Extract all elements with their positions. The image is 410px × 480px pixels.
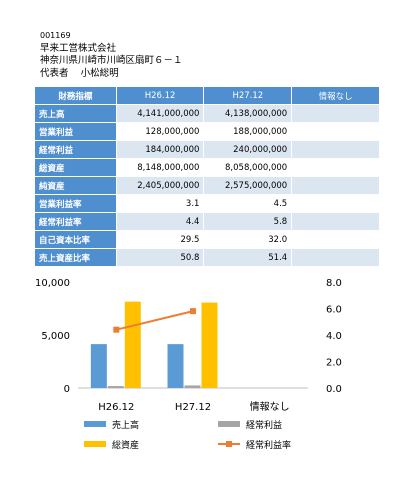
legend-label: 経常利益 xyxy=(246,419,282,431)
table-row: 営業利益 128,000,000 188,000,000 xyxy=(34,122,380,141)
table-column-header: H27.12 xyxy=(203,86,293,105)
table-cell: 8,148,000,000 xyxy=(115,158,205,177)
table-row-label: 営業利益率 xyxy=(34,194,117,213)
x-tick-label: 情報なし xyxy=(250,400,290,413)
bar-総資産 xyxy=(124,301,141,388)
x-tick-label: H27.12 xyxy=(175,402,211,413)
company-representative: 代表者 小松総明 xyxy=(40,68,183,81)
table-row-label: 営業利益 xyxy=(34,122,117,141)
legend-swatch xyxy=(84,421,106,427)
representative-label: 代表者 xyxy=(40,67,69,79)
table-header-row: 財務指標 H26.12 H27.12 情報なし xyxy=(34,86,380,105)
table-row-label: 自己資本比率 xyxy=(34,230,117,249)
table-row-label: 売上資産比率 xyxy=(34,248,117,267)
table-cell: 128,000,000 xyxy=(115,122,205,141)
bar-経常利益 xyxy=(184,385,201,388)
table-row: 自己資本比率 29.5 32.0 xyxy=(34,230,380,249)
y2-tick-label: 4.0 xyxy=(326,331,342,342)
table-row-label: 売上高 xyxy=(34,104,117,123)
table-cell xyxy=(291,248,380,267)
line-経常利益率 xyxy=(116,310,194,331)
table-cell xyxy=(291,230,380,249)
point-経常利益率 xyxy=(113,326,120,333)
company-info: 001169 早来工営株式会社 神奈川県川崎市川崎区扇町６－１ 代表者 小松総明 xyxy=(40,30,183,80)
table-cell xyxy=(291,176,380,195)
table-cell: 184,000,000 xyxy=(115,140,205,159)
table-cell: 32.0 xyxy=(203,230,293,249)
y-tick-label: 0 xyxy=(64,384,70,395)
company-name: 早来工営株式会社 xyxy=(40,42,117,54)
table-row: 売上資産比率 50.8 51.4 xyxy=(34,248,380,267)
table-cell xyxy=(291,158,380,177)
table-row: 営業利益率 3.1 4.5 xyxy=(34,194,380,213)
y2-tick-label: 6.0 xyxy=(326,305,342,316)
x-tick-label: H26.12 xyxy=(98,402,134,413)
y2-tick-label: 0.0 xyxy=(326,384,342,395)
table-cell: 2,575,000,000 xyxy=(203,176,293,195)
table-row: 総資産 8,148,000,000 8,058,000,000 xyxy=(34,158,380,177)
bar-総資産 xyxy=(201,302,218,388)
company-address: 神奈川県川崎市川崎区扇町６－１ xyxy=(40,55,183,66)
table-cell xyxy=(291,212,380,231)
table-header-label: 財務指標 xyxy=(34,86,117,105)
table-cell: 2,405,000,000 xyxy=(115,176,205,195)
legend-swatch xyxy=(218,421,240,427)
table-row: 純資産 2,405,000,000 2,575,000,000 xyxy=(34,176,380,195)
table-row: 経常利益率 4.4 5.8 xyxy=(34,212,380,231)
legend-label: 経常利益率 xyxy=(246,439,291,451)
financial-chart: 0 5,000 10,000 0.0 2.0 4.0 6.0 8.0 H26.12 H27.12 情… xyxy=(35,278,342,451)
table-cell: 4.5 xyxy=(203,194,293,213)
table-row-label: 純資産 xyxy=(34,176,117,195)
table-column-header: 情報なし xyxy=(291,86,380,105)
legend-label: 売上高 xyxy=(112,419,139,431)
bar-売上高 xyxy=(90,344,107,388)
table-row-label: 総資産 xyxy=(34,158,117,177)
bar-経常利益 xyxy=(107,386,124,388)
table-column-header: H26.12 xyxy=(115,86,205,105)
representative-name: 小松総明 xyxy=(80,67,119,79)
table-cell: 5.8 xyxy=(203,212,293,231)
table-cell: 188,000,000 xyxy=(203,122,293,141)
table-row: 売上高 4,141,000,000 4,138,000,000 xyxy=(34,104,380,123)
legend-swatch-marker xyxy=(226,441,232,447)
table-cell xyxy=(291,140,380,159)
table-row-label: 経常利益率 xyxy=(34,212,117,231)
company-code: 001169 xyxy=(40,31,71,40)
table-row: 経常利益 184,000,000 240,000,000 xyxy=(34,140,380,159)
point-経常利益率 xyxy=(190,308,196,315)
table-cell: 51.4 xyxy=(203,248,293,267)
bar-売上高 xyxy=(167,344,184,388)
table-cell: 8,058,000,000 xyxy=(203,158,293,177)
y-tick-label: 10,000 xyxy=(35,278,70,289)
legend-swatch xyxy=(84,441,106,447)
table-cell: 29.5 xyxy=(115,230,205,249)
legend-label: 総資産 xyxy=(112,439,139,451)
y2-tick-label: 2.0 xyxy=(326,358,342,369)
financial-table: 財務指標 H26.12 H27.12 情報なし 売上高 4,141,000,000… xyxy=(34,86,380,267)
table-cell xyxy=(291,194,380,213)
table-cell: 3.1 xyxy=(115,194,205,213)
table-cell: 50.8 xyxy=(115,248,205,267)
table-cell: 4,138,000,000 xyxy=(203,104,293,123)
table-cell xyxy=(291,122,380,141)
y-tick-label: 5,000 xyxy=(41,331,70,342)
table-cell: 4.4 xyxy=(115,212,205,231)
table-row-label: 経常利益 xyxy=(34,140,117,159)
y2-tick-label: 8.0 xyxy=(326,278,342,289)
table-cell: 240,000,000 xyxy=(203,140,293,159)
table-cell: 4,141,000,000 xyxy=(115,104,205,123)
table-cell xyxy=(291,104,380,123)
